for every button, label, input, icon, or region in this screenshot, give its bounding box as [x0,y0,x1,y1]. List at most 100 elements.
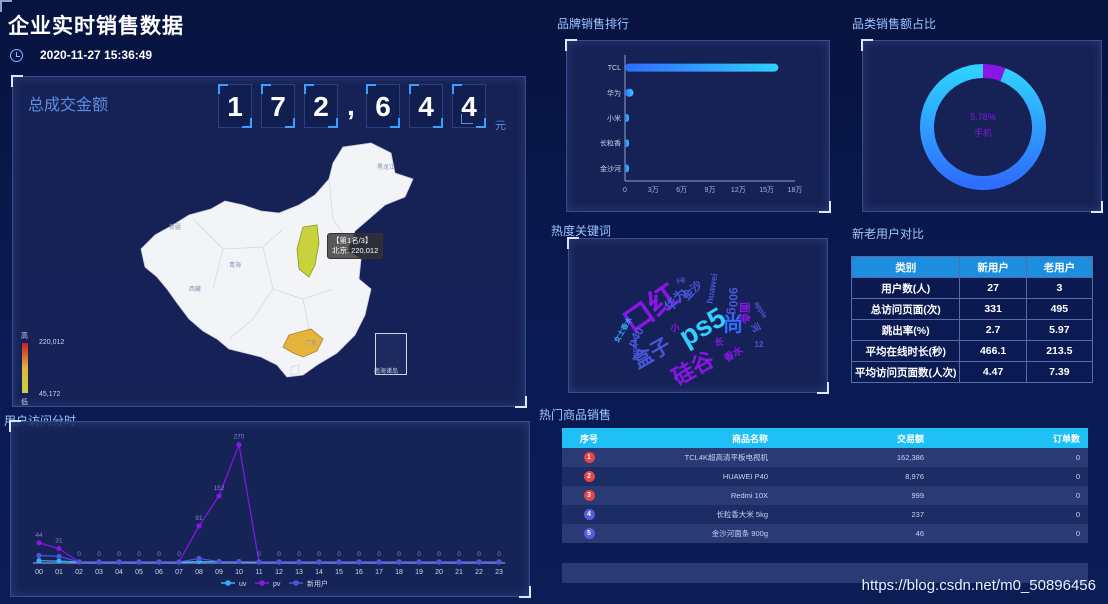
x-tick-label: 18 [395,569,403,576]
map-region-hainan [290,364,300,376]
series-point[interactable] [416,559,422,565]
table-cell: 331 [959,298,1027,320]
hot-rank-cell: 4 [562,509,616,520]
table-cell: 27 [959,277,1027,299]
series-point[interactable] [216,493,222,499]
series-point[interactable] [56,545,62,552]
table-cell: 4.47 [959,361,1027,383]
series-point[interactable] [116,559,122,565]
series-point[interactable] [476,559,482,565]
x-tick-label: 21 [455,569,463,576]
data-label: 0 [457,551,461,558]
series-point[interactable] [136,559,142,565]
hot-amount-cell: 162,386 [896,453,924,462]
table-cell: 5.97 [1025,319,1094,341]
series-point[interactable] [96,559,102,565]
legend-label[interactable]: pv [273,581,281,588]
series-point[interactable] [256,559,262,565]
series-point[interactable] [296,559,302,565]
series-point[interactable] [456,559,462,565]
map-legend[interactable]: 高 220,012 45,172 低 [21,331,81,406]
keyword-word[interactable]: 香水 [721,343,746,365]
series-point[interactable] [56,558,62,564]
series-point[interactable] [356,559,362,565]
keyword-word[interactable]: iphone [631,338,638,361]
hot-product-row[interactable]: 3 Redmi 10X 999 0 [562,486,1088,505]
x-tick-label: 9万 [705,186,716,194]
hot-product-row[interactable]: 5 金沙河面条 900g 46 0 [562,524,1088,543]
brand-bar[interactable] [625,114,629,122]
legend-swatch-dot[interactable] [293,580,299,586]
legend-swatch-dot[interactable] [225,580,231,586]
series-point[interactable] [76,559,82,565]
series-point[interactable] [36,558,42,564]
series-point[interactable] [236,442,242,448]
series-point[interactable] [396,559,402,565]
keyword-word[interactable]: 面条 [738,302,752,325]
data-label: 0 [97,551,101,558]
series-point[interactable] [236,558,242,565]
series-point[interactable] [496,559,502,565]
brand-bar[interactable] [625,164,629,173]
x-tick-label: 0 [623,187,627,194]
series-line[interactable] [38,442,499,563]
series-point[interactable] [156,559,162,565]
data-label: 31 [55,538,63,545]
keyword-word[interactable]: 长 [714,336,724,347]
keyword-word[interactable]: 硅谷 [668,346,719,390]
x-tick-label: 02 [75,569,83,576]
brand-bar[interactable] [625,88,634,97]
hot-products-rows: 1 TCL4K超高清平板电视机 162,386 0 2 HUAWEI P40 8,976 0 3… [562,448,1088,543]
series-point[interactable] [196,555,202,562]
keyword-word[interactable]: 河 [749,321,763,334]
legend-gradient-bar[interactable] [22,343,28,393]
series-point[interactable] [316,559,322,565]
keyword-word[interactable]: 900g [726,287,740,314]
series-point[interactable] [36,540,42,546]
series-point[interactable] [36,552,42,559]
series-point[interactable] [216,558,222,565]
series-point[interactable] [336,559,342,565]
category-share-title: 品类销售额占比 [852,17,937,31]
china-sales-map[interactable]: 新疆 青海 西藏 黑龙江 广东 [133,139,423,389]
series-point[interactable] [376,559,382,565]
x-tick-label: 04 [115,569,123,576]
table-cell: 3 [1025,277,1094,299]
series-point[interactable] [176,559,182,565]
keyword-word[interactable]: apple [753,301,768,320]
series-point[interactable] [436,559,442,565]
hot-rank-cell: 5 [562,528,616,539]
brand-bar[interactable] [625,139,629,148]
donut-slice[interactable] [920,64,1046,190]
hot-product-row[interactable]: 1 TCL4K超高清平板电视机 162,386 0 [562,448,1088,467]
total-sales-counter: 1 7 2 , 6 4 4 元 [218,84,508,134]
keyword-word[interactable]: 小 [669,322,679,333]
brand-bar[interactable] [625,63,779,72]
keyword-word[interactable]: 尚 [723,312,743,336]
chart-trend-icon[interactable] [461,114,473,124]
series-point[interactable] [276,559,282,565]
inset-label: 南海诸岛 [374,369,399,375]
hourly-line-chart[interactable]: 00 01 02 03 04 05 06 07 08 09 10 11 12 13 14 15 16 17 18 19… [11,422,531,598]
series-line[interactable] [38,554,499,563]
series-point[interactable] [56,553,62,559]
hot-product-row[interactable]: 2 HUAWEI P40 8,976 0 [562,467,1088,486]
donut-slice[interactable] [982,64,1006,82]
hot-amount-cell: 999 [911,491,924,500]
hot-product-row[interactable]: 4 长粒香大米 5kg 237 0 [562,505,1088,524]
legend-label[interactable]: 新用户 [307,579,328,588]
keyword-word[interactable]: huawei [704,273,719,305]
hot-products-empty-row [562,563,1088,583]
legend-swatch-dot[interactable] [259,580,265,586]
series-point[interactable] [196,523,202,529]
x-tick-label: 15万 [759,186,774,194]
rank-badge: 4 [583,509,595,520]
keyword-word[interactable]: 12 [755,340,764,349]
keyword-word[interactable]: 5号 [676,277,685,285]
table-cell: 213.5 [1025,340,1094,362]
category-donut-chart[interactable] [863,41,1103,213]
legend-label[interactable]: uv [239,581,247,588]
x-tick-label: 17 [375,569,383,576]
